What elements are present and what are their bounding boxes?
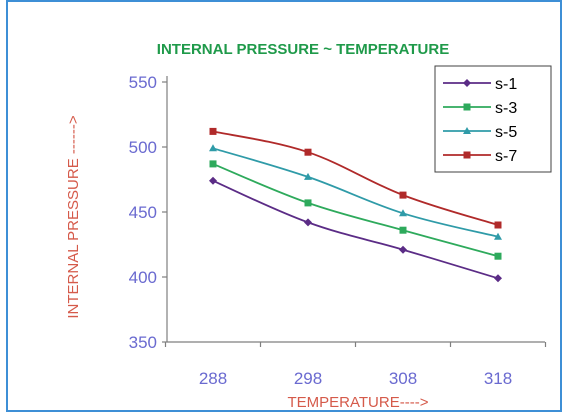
data-point bbox=[209, 160, 217, 168]
y-axis-label: INTERNAL PRESSURE ------> bbox=[65, 115, 82, 318]
x-tick-label: 308 bbox=[389, 369, 417, 388]
legend-label: s-7 bbox=[495, 148, 517, 165]
data-point bbox=[494, 232, 502, 240]
chart-frame: INTERNAL PRESSURE ~ TEMPERATURE INTERNAL… bbox=[6, 0, 562, 412]
legend-label: s-5 bbox=[495, 124, 517, 141]
series-s-1 bbox=[209, 176, 502, 283]
x-tick-label: 288 bbox=[199, 369, 227, 388]
series-line bbox=[212, 130, 499, 226]
series-s-5 bbox=[209, 144, 502, 240]
y-tick-label: 550 bbox=[129, 73, 157, 92]
data-point bbox=[494, 274, 502, 283]
data-point bbox=[304, 172, 312, 180]
series-line bbox=[212, 179, 499, 280]
series-s-7 bbox=[209, 127, 502, 229]
series-line bbox=[212, 147, 499, 238]
x-axis-label: TEMPERATURE----> bbox=[288, 394, 429, 410]
y-tick-label: 350 bbox=[129, 333, 157, 352]
data-point bbox=[209, 176, 217, 185]
data-point bbox=[399, 191, 407, 199]
y-tick-label: 400 bbox=[129, 268, 157, 287]
data-point bbox=[304, 199, 312, 207]
chart-title: INTERNAL PRESSURE ~ TEMPERATURE bbox=[157, 41, 449, 58]
legend-label: s-3 bbox=[495, 100, 517, 117]
legend-box bbox=[434, 65, 552, 173]
data-point bbox=[304, 148, 312, 156]
axes: 350 400 450 500 550 288 298 308 318 bbox=[129, 73, 547, 388]
legend-marker bbox=[463, 103, 471, 111]
data-point bbox=[209, 144, 217, 152]
data-point bbox=[399, 245, 407, 254]
y-tick-label: 450 bbox=[129, 203, 157, 222]
data-point bbox=[494, 252, 502, 260]
legend-entry: s-1 bbox=[443, 76, 517, 93]
y-tick-label: 500 bbox=[129, 138, 157, 157]
data-point bbox=[304, 218, 312, 227]
legend-label: s-1 bbox=[495, 76, 517, 93]
legend-entry: s-5 bbox=[443, 124, 517, 141]
legend: s-1 s-3 s-5 s-7 bbox=[434, 65, 552, 173]
series-line bbox=[212, 163, 499, 258]
legend-entry: s-3 bbox=[443, 100, 517, 117]
data-point bbox=[209, 127, 217, 135]
legend-marker bbox=[463, 79, 471, 87]
legend-marker bbox=[463, 151, 471, 159]
legend-marker bbox=[463, 127, 471, 134]
data-point bbox=[399, 226, 407, 234]
line-chart: INTERNAL PRESSURE ~ TEMPERATURE INTERNAL… bbox=[65, 41, 552, 410]
x-tick-label: 318 bbox=[484, 369, 512, 388]
x-tick-label: 298 bbox=[294, 369, 322, 388]
series-s-3 bbox=[209, 160, 502, 260]
data-point bbox=[494, 221, 502, 229]
series-layer bbox=[209, 127, 502, 283]
data-point bbox=[399, 209, 407, 217]
legend-entry: s-7 bbox=[443, 148, 517, 165]
